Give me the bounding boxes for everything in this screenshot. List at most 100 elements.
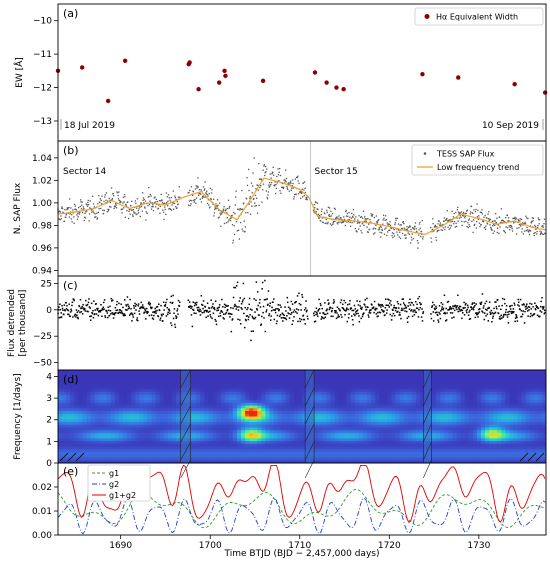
detrended-point xyxy=(262,311,264,314)
spectrum-cell xyxy=(358,394,364,398)
spectrum-cell xyxy=(192,391,197,396)
detrended-point xyxy=(164,304,167,306)
flux-point xyxy=(196,197,198,199)
flux-point xyxy=(210,192,213,194)
detrended-point xyxy=(373,300,376,303)
flux-point xyxy=(357,221,359,224)
detrended-point xyxy=(165,301,167,304)
spectrum-cell xyxy=(131,389,136,393)
spectrum-cell xyxy=(358,435,364,439)
spectrum-cell xyxy=(281,443,287,447)
spectrum-cell xyxy=(342,416,348,420)
detrended-point xyxy=(367,314,370,316)
detrended-point xyxy=(68,313,70,316)
spectrum-cell xyxy=(363,408,368,412)
spectrum-cell xyxy=(139,441,144,445)
spectrum-cell xyxy=(147,391,152,396)
spectrum-cell xyxy=(338,427,344,431)
flux-point xyxy=(330,210,332,212)
legend-label: Low frequency trend xyxy=(437,163,519,172)
spectrum-cell xyxy=(289,378,295,382)
detrended-point xyxy=(516,320,519,322)
flux-point xyxy=(164,208,166,211)
detrended-point xyxy=(456,308,458,311)
spectrum-cell xyxy=(62,430,67,434)
spectrum-cell xyxy=(151,449,156,453)
detrended-point xyxy=(346,303,349,306)
spectrum-cell xyxy=(192,378,197,382)
spectrum-cell xyxy=(127,452,132,456)
flux-point xyxy=(284,180,286,182)
flux-point xyxy=(129,213,131,215)
detrended-point xyxy=(103,299,106,301)
flux-point xyxy=(432,218,434,220)
spectrum-cell xyxy=(143,427,148,431)
detrended-point xyxy=(90,315,92,317)
flux-point xyxy=(446,217,448,220)
detrended-point xyxy=(406,317,409,319)
flux-point xyxy=(512,221,515,223)
spectrum-cell xyxy=(192,452,197,456)
detrended-point xyxy=(413,313,416,316)
spectrum-cell xyxy=(354,383,360,387)
flux-point xyxy=(244,230,246,233)
flux-point xyxy=(478,222,481,224)
spectrum-cell xyxy=(257,397,262,401)
flux-point xyxy=(251,192,253,194)
spectrum-cell xyxy=(58,457,63,461)
detrended-point xyxy=(218,304,221,306)
detrended-point xyxy=(515,315,518,318)
spectrum-cell xyxy=(94,402,100,406)
spectrum-cell xyxy=(326,405,331,409)
spectrum-cell xyxy=(293,416,299,420)
spectrum-cell xyxy=(66,460,71,464)
spectrum-cell xyxy=(236,435,242,439)
flux-point xyxy=(195,202,197,204)
spectrum-cell xyxy=(371,446,376,450)
spectrum-cell xyxy=(326,389,331,393)
spectrum-cell xyxy=(232,443,238,447)
spectrum-cell xyxy=(200,435,205,439)
flux-point xyxy=(417,242,419,244)
spectrum-cell xyxy=(212,380,217,385)
spectrum-cell xyxy=(143,405,148,409)
spectrum-cell xyxy=(123,378,128,382)
spectrum-cell xyxy=(196,441,201,445)
spectrum-cell xyxy=(241,446,246,450)
spectrum-cell xyxy=(216,391,222,396)
spectrum-cell xyxy=(338,416,344,420)
spectrum-cell xyxy=(127,454,132,458)
flux-point xyxy=(396,231,398,233)
spectrum-cell xyxy=(232,427,238,431)
spectrum-cell xyxy=(261,383,266,387)
flux-point xyxy=(336,216,338,218)
spectrum-cell xyxy=(151,435,156,439)
spectrum-cell xyxy=(175,370,181,374)
detrended-point xyxy=(133,307,135,309)
spectrum-cell xyxy=(208,380,213,385)
spectrum-cell xyxy=(297,383,303,387)
flux-point xyxy=(340,217,342,219)
spectrum-cell xyxy=(289,441,295,445)
spectrum-cell xyxy=(204,419,209,423)
flux-point xyxy=(395,219,397,221)
spectrum-cell xyxy=(147,438,152,442)
flux-point xyxy=(100,203,103,205)
spectrum-cell xyxy=(249,443,254,447)
flux-point xyxy=(191,194,194,196)
detrended-point xyxy=(244,318,247,321)
spectrum-cell xyxy=(175,424,181,428)
spectrum-cell xyxy=(224,370,230,374)
flux-point xyxy=(292,187,295,189)
flux-point xyxy=(144,200,147,202)
flux-point xyxy=(70,218,72,220)
detrended-point xyxy=(82,303,84,306)
flux-point xyxy=(301,192,303,194)
spectrum-cell xyxy=(143,441,148,445)
legend-marker xyxy=(423,152,427,155)
spectrum-cell xyxy=(297,411,303,415)
detrended-point xyxy=(314,310,316,313)
spectrum-cell xyxy=(62,449,67,453)
flux-point xyxy=(394,223,396,226)
detrended-point xyxy=(470,308,473,310)
